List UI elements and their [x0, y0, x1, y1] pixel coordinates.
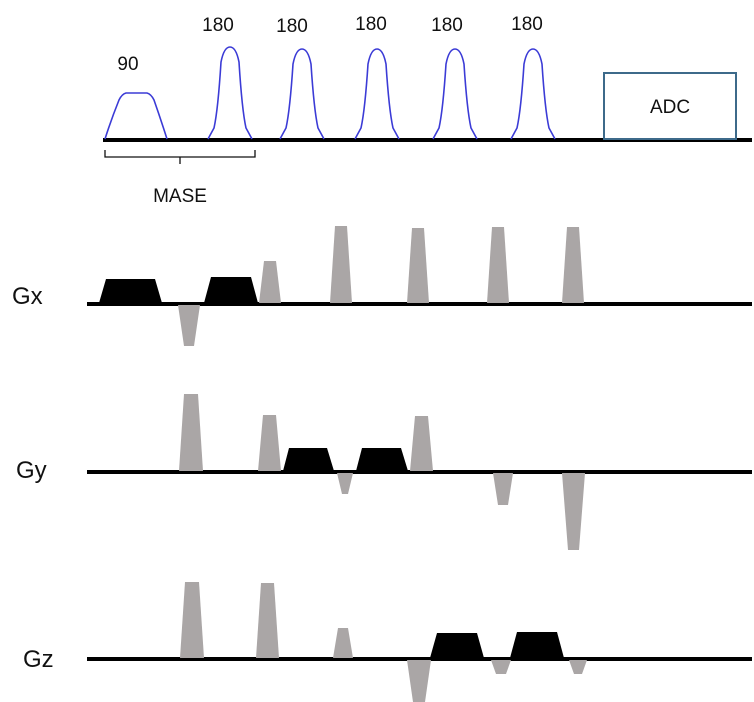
gz-negative-2: [491, 660, 511, 674]
gz-crusher-1: [180, 582, 204, 658]
gz-crusher-3: [333, 628, 353, 658]
rf-pulse-label-90: 90: [117, 54, 138, 75]
adc-label: ADC: [650, 97, 690, 118]
mase-label: MASE: [153, 186, 207, 207]
rf-pulse-180-2: [280, 49, 324, 139]
rf-pulse-label-180-3: 180: [355, 14, 387, 35]
gy-negative-2: [493, 473, 513, 505]
gx-crusher-1: [259, 261, 281, 303]
gz-channel: Gz: [23, 582, 752, 702]
rf-pulse-label-180-2: 180: [276, 16, 308, 37]
gx-readout-lobe-2: [204, 277, 258, 303]
mase-bracket: [105, 150, 255, 164]
gy-lobe-1: [283, 448, 334, 471]
rf-pulse-label-180-1: 180: [202, 15, 234, 36]
gx-crusher-3: [407, 228, 429, 303]
gy-axis-label: Gy: [16, 457, 47, 484]
gy-negative-1: [337, 473, 353, 494]
gx-channel: Gx: [12, 226, 752, 346]
rf-pulse-label-180-5: 180: [511, 14, 543, 35]
gy-channel: Gy: [16, 394, 752, 550]
gz-axis-label: Gz: [23, 646, 54, 673]
gy-lobe-2: [356, 448, 408, 471]
gz-negative-1: [407, 660, 431, 702]
gx-crusher-2: [330, 226, 352, 303]
gz-lobe-1: [430, 633, 484, 658]
gy-crusher-1: [179, 394, 203, 471]
gz-crusher-2: [256, 583, 279, 658]
rf-channel: 90 180 180 180 180 180 ADC MASE: [103, 14, 752, 207]
gx-readout-lobe-1: [99, 279, 162, 303]
rf-pulse-180-5: [511, 49, 555, 139]
rf-pulse-label-180-4: 180: [431, 15, 463, 36]
gx-crusher-5: [562, 227, 584, 303]
rf-pulse-180-4: [433, 49, 477, 139]
gx-prephaser: [178, 305, 200, 346]
rf-pulse-180-1: [208, 47, 252, 139]
gz-lobe-2: [510, 632, 564, 658]
gx-crusher-4: [487, 227, 509, 303]
gx-axis-label: Gx: [12, 283, 43, 310]
gy-crusher-2: [258, 415, 281, 471]
gy-negative-3: [562, 473, 585, 550]
gz-negative-3: [569, 660, 587, 674]
rf-pulse-90: [105, 93, 167, 139]
rf-pulse-180-3: [355, 49, 399, 139]
gy-crusher-3: [410, 416, 433, 471]
